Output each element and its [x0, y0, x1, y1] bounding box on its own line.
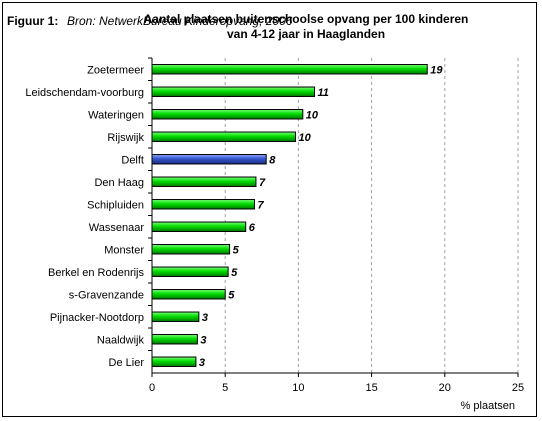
- chart-title-line-2: van 4-12 jaar in Haaglanden: [227, 27, 385, 41]
- x-tick-label: 25: [512, 382, 524, 394]
- x-tick-label: 5: [222, 382, 228, 394]
- x-axis-title: % plaatsen: [461, 400, 515, 412]
- bar-de-lier: [151, 356, 197, 367]
- bar-pijnacker-nootdorp: [151, 311, 200, 322]
- data-label: 10: [306, 109, 319, 121]
- gridlines: [224, 58, 519, 373]
- category-label: Delft: [121, 154, 144, 166]
- data-label: 11: [318, 87, 329, 99]
- category-label: Den Haag: [94, 177, 144, 189]
- data-label: 5: [231, 267, 238, 279]
- category-label: Leidschendam-voorburg: [25, 87, 144, 99]
- x-axis: 0 5 10 15 20 25: [148, 57, 524, 394]
- bar-den-haag: [151, 176, 257, 187]
- category-label: Zoetermeer: [87, 64, 144, 76]
- bar-wassenaar: [151, 221, 247, 232]
- data-label: 8: [269, 154, 276, 166]
- bars: [151, 64, 428, 367]
- bar-wateringen: [151, 109, 304, 120]
- x-tick-label: 0: [149, 382, 155, 394]
- data-label: 6: [249, 222, 256, 234]
- bar-zoetermeer: [151, 64, 428, 75]
- bar-rijswijk: [151, 131, 296, 142]
- bar-s-gravenzande: [151, 289, 226, 300]
- bar-monster: [151, 244, 231, 255]
- data-label: 7: [257, 199, 264, 211]
- x-tick-label: 10: [292, 382, 304, 394]
- data-label: 3: [200, 334, 206, 346]
- category-label: Monster: [104, 244, 144, 256]
- category-label: Wateringen: [88, 109, 144, 121]
- bar-leidschendam-voorburg: [151, 86, 316, 97]
- data-label: 7: [259, 177, 266, 189]
- bar-delft: [151, 154, 267, 165]
- source-note: Bron: NetwerkBureau Kinderopvang, 2006: [67, 14, 293, 28]
- category-label: Rijswijk: [107, 132, 144, 144]
- chart-title-line-1: Aantal plaatsen buitenschoolse opvang pe…: [144, 12, 469, 26]
- data-label: 3: [202, 312, 208, 324]
- category-label: s-Gravenzande: [69, 289, 144, 301]
- x-tick-label: 15: [365, 382, 377, 394]
- bar-naaldwijk: [151, 334, 198, 345]
- chart-frame: Figuur 1: Bron: NetwerkBureau Kinderopva…: [2, 2, 537, 417]
- data-label: 19: [430, 64, 443, 76]
- data-label: 3: [199, 357, 205, 369]
- category-label: Naaldwijk: [97, 334, 145, 346]
- data-label: 5: [228, 289, 235, 301]
- category-label: Berkel en Rodenrijs: [48, 267, 144, 279]
- data-label: 5: [233, 244, 240, 256]
- category-label: De Lier: [109, 357, 145, 369]
- category-label: Schipluiden: [87, 199, 144, 211]
- category-label: Wassenaar: [89, 222, 145, 234]
- figure-label: Figuur 1:: [7, 14, 58, 28]
- bar-chart: Figuur 1: Bron: NetwerkBureau Kinderopva…: [7, 12, 524, 412]
- bar-berkel-en-rodenrijs: [151, 266, 229, 277]
- data-label: 10: [298, 132, 311, 144]
- category-label: Pijnacker-Nootdorp: [50, 312, 144, 324]
- category-labels: Zoetermeer Leidschendam-voorburg Wateringe…: [25, 64, 144, 369]
- x-tick-label: 20: [439, 382, 451, 394]
- bar-schipluiden: [151, 199, 255, 210]
